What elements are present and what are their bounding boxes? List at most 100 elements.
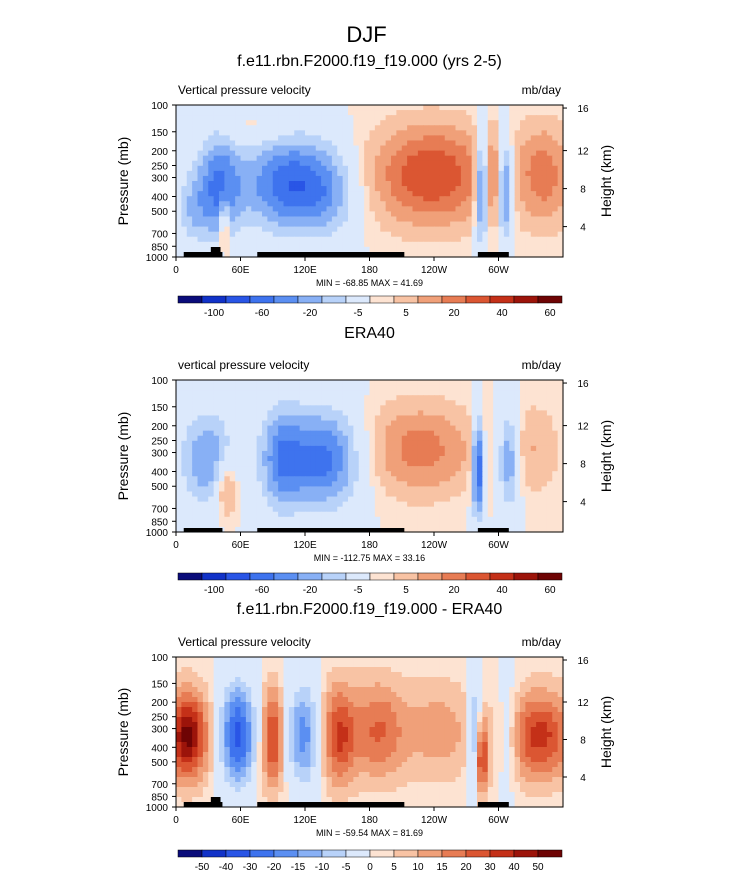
heatmap-cell xyxy=(428,165,435,172)
heatmap-cell xyxy=(299,231,306,238)
heatmap-cell xyxy=(353,410,360,417)
heatmap-cell xyxy=(240,491,247,498)
heatmap-cell xyxy=(315,165,322,172)
heatmap-cell xyxy=(337,390,344,396)
heatmap-cell xyxy=(541,486,548,493)
heatmap-cell xyxy=(288,471,295,477)
heatmap-cell xyxy=(256,672,263,678)
heatmap-cell xyxy=(321,385,328,391)
heatmap-cell xyxy=(299,140,306,147)
heatmap-cell xyxy=(278,481,285,487)
heatmap-cell xyxy=(391,400,397,406)
heatmap-cell xyxy=(294,496,301,503)
heatmap-cell xyxy=(401,181,408,187)
heatmap-cell xyxy=(530,181,537,187)
heatmap-cell xyxy=(380,456,387,462)
heatmap-cell xyxy=(455,682,462,688)
heatmap-cell xyxy=(444,186,451,192)
heatmap-cell xyxy=(229,181,236,187)
heatmap-cell xyxy=(353,236,360,243)
heatmap-cell xyxy=(466,231,473,238)
heatmap-cell xyxy=(530,456,537,462)
heatmap-cell xyxy=(525,511,532,518)
heatmap-cell xyxy=(321,130,328,136)
heatmap-cell xyxy=(342,471,349,477)
heatmap-cell xyxy=(240,471,247,477)
heatmap-cell xyxy=(412,430,419,437)
heatmap-cell xyxy=(520,211,526,218)
heatmap-cell xyxy=(450,395,457,401)
heatmap-cell xyxy=(503,216,510,223)
heatmap-cell xyxy=(557,140,564,147)
heatmap-cell xyxy=(197,682,204,688)
heatmap-cell xyxy=(213,410,220,417)
heatmap-cell xyxy=(342,435,349,442)
heatmap-cell xyxy=(385,380,392,386)
heatmap-cell xyxy=(407,511,414,518)
heatmap-cell xyxy=(342,657,349,663)
heatmap-cell xyxy=(369,677,376,683)
heatmap-cell xyxy=(272,496,279,503)
heatmap-cell xyxy=(460,440,467,447)
heatmap-cell xyxy=(283,687,290,693)
heatmap-cell xyxy=(235,466,242,472)
heatmap-cell xyxy=(503,486,510,493)
heatmap-cell xyxy=(315,380,322,386)
heatmap-cell xyxy=(321,445,328,452)
heatmap-cell xyxy=(278,110,285,116)
heatmap-cell xyxy=(305,206,311,212)
heatmap-cell xyxy=(262,440,268,447)
heatmap-cell xyxy=(428,236,435,243)
heatmap-cell xyxy=(326,211,333,218)
heatmap-cell xyxy=(305,211,311,218)
heatmap-cell xyxy=(552,155,559,162)
heatmap-cell xyxy=(326,110,333,116)
heatmap-cell xyxy=(487,181,494,187)
heatmap-cell xyxy=(444,466,451,472)
heatmap-cell xyxy=(493,211,500,218)
heatmap-cell xyxy=(391,435,397,442)
heatmap-cell xyxy=(224,662,231,668)
heatmap-cell xyxy=(439,206,446,212)
heatmap-cell xyxy=(348,405,354,411)
heatmap-cell xyxy=(240,390,247,396)
heatmap-cell xyxy=(288,155,295,162)
heatmap-cell xyxy=(256,501,263,508)
heatmap-cell xyxy=(525,181,532,187)
heatmap-cell xyxy=(315,476,322,482)
heatmap-cell xyxy=(385,405,392,411)
heatmap-cell xyxy=(181,425,188,432)
heatmap-cell xyxy=(530,130,537,136)
heatmap-cell xyxy=(536,105,543,111)
heatmap-cell xyxy=(514,231,521,238)
heatmap-cell xyxy=(229,170,236,177)
heatmap-cell xyxy=(514,476,521,482)
heatmap-cell xyxy=(337,110,344,116)
heatmap-cell xyxy=(417,125,424,131)
heatmap-cell xyxy=(546,456,553,462)
heatmap-cell xyxy=(224,395,231,401)
heatmap-cell xyxy=(272,511,279,518)
heatmap-cell xyxy=(321,677,328,683)
heatmap-cell xyxy=(460,506,467,513)
heatmap-cell xyxy=(202,491,209,498)
heatmap-cell xyxy=(455,135,462,142)
heatmap-cell xyxy=(423,672,430,678)
heatmap-cell xyxy=(224,471,231,477)
heatmap-cell xyxy=(444,486,451,493)
heatmap-cell xyxy=(278,145,285,152)
heatmap-cell xyxy=(391,415,397,422)
heatmap-cell xyxy=(557,501,564,508)
heatmap-cell xyxy=(374,385,381,391)
heatmap-cell xyxy=(396,410,403,417)
heatmap-cell xyxy=(444,201,451,207)
heatmap-cell xyxy=(552,677,559,683)
heatmap-cell xyxy=(450,241,457,248)
heatmap-cell xyxy=(305,466,311,472)
heatmap-cell xyxy=(219,140,225,147)
heatmap-cell xyxy=(240,186,247,192)
heatmap-cell xyxy=(235,687,242,693)
heatmap-cell xyxy=(229,120,236,126)
heatmap-cell xyxy=(197,155,204,162)
heatmap-cell xyxy=(546,687,553,693)
